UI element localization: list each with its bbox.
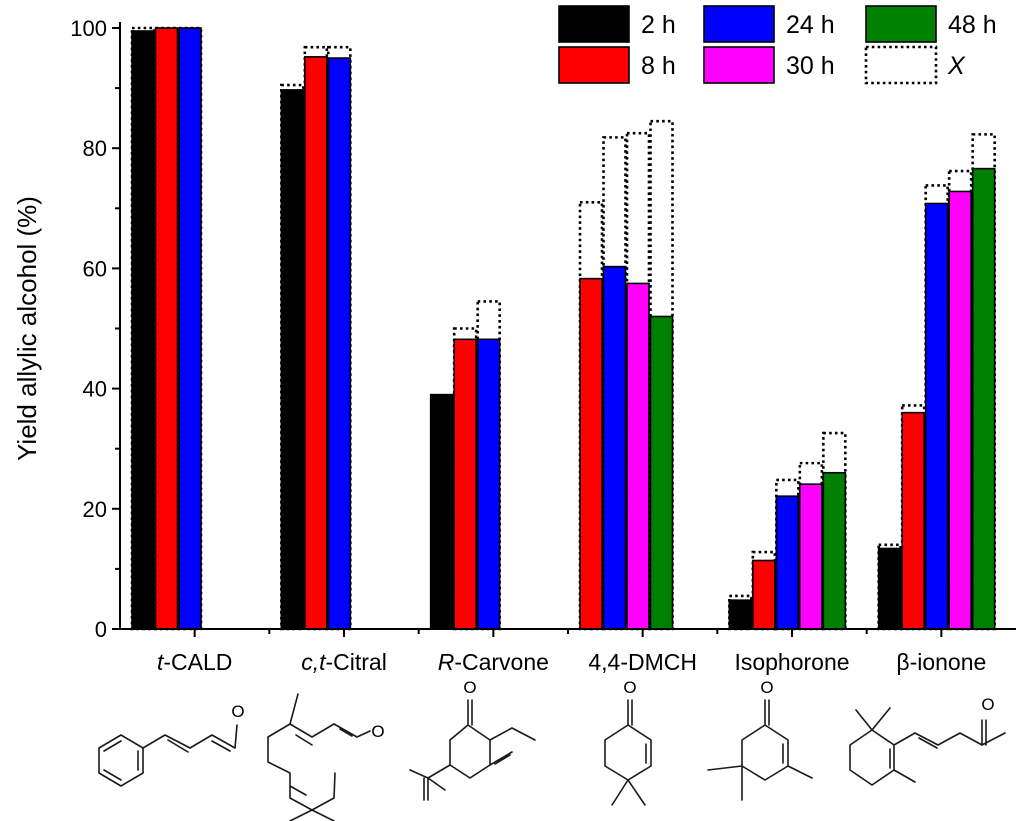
molecule-oxygen: O: [981, 695, 994, 714]
category-label-prefix: c,t: [301, 649, 327, 675]
legend: 2 h 24 h 48 h 8 h 30 h X: [558, 5, 997, 85]
bar-24h: [775, 495, 800, 630]
molecule-dmch: [604, 699, 652, 806]
y-tick-label: 20: [83, 497, 107, 522]
category-label: R-Carvone: [438, 649, 549, 675]
bar-8h: [304, 56, 328, 630]
molecule-oxygen: O: [623, 678, 636, 697]
molecule-isophorone: [707, 699, 813, 801]
molecule-citral: [267, 693, 371, 821]
bar-24h: [178, 27, 202, 630]
bar-8h: [752, 559, 776, 630]
category-label: t-CALD: [157, 649, 232, 675]
bar-48h: [649, 315, 674, 630]
y-tick-label: 0: [95, 617, 107, 642]
category-label-prefix: R: [438, 649, 455, 675]
molecule-carvone: [409, 699, 536, 801]
bar-8h: [453, 338, 477, 630]
legend-label: 8 h: [641, 52, 676, 80]
category-label-text: Isophorone: [734, 649, 849, 675]
bar-24h: [924, 202, 949, 630]
y-tick-label: 40: [83, 377, 107, 402]
y-axis-title: Yield allylic alcohol (%): [12, 196, 42, 461]
category-label-text: 4,4-DMCH: [588, 649, 697, 675]
bar-48h: [822, 471, 847, 630]
legend-swatch: [865, 5, 937, 43]
molecule-structures: O O O O O O: [98, 678, 1006, 821]
category-label-text: -Carvone: [454, 649, 549, 675]
legend-swatch: [558, 46, 630, 84]
category-label: β-ionone: [896, 649, 986, 675]
bars-layer: [130, 26, 996, 631]
bar-30h: [948, 190, 972, 630]
bar-8h: [154, 27, 179, 630]
bar-8h: [579, 277, 603, 630]
bar-48h: [971, 167, 996, 630]
bar-30h: [799, 483, 823, 630]
bar-24h: [602, 265, 627, 630]
category-label: 4,4-DMCH: [588, 649, 697, 675]
bar-2h: [280, 89, 305, 630]
category-label-prefix: t: [157, 649, 165, 675]
molecule-oxygen: O: [371, 722, 384, 741]
legend-label: 48 h: [948, 11, 997, 39]
bar-2h: [728, 599, 753, 630]
y-tick-label: 60: [83, 256, 107, 281]
molecule-beta-ionone: [849, 707, 1006, 786]
legend-swatch-conversion: [864, 45, 938, 85]
legend-label: 30 h: [786, 52, 835, 80]
bar-30h: [626, 282, 650, 630]
molecule-oxygen: O: [463, 678, 476, 697]
legend-label: X: [947, 52, 966, 80]
legend-swatch: [703, 5, 775, 43]
legend-swatch: [558, 5, 630, 43]
molecule-t-cald: [98, 724, 238, 787]
category-label-text: β-ionone: [896, 649, 986, 675]
legend-label: 24 h: [786, 11, 835, 39]
molecule-oxygen: O: [760, 678, 773, 697]
bar-24h: [476, 338, 501, 630]
bar-2h: [429, 393, 454, 630]
category-label: Isophorone: [734, 649, 849, 675]
bar-8h: [901, 411, 925, 630]
legend-label: 2 h: [641, 11, 676, 39]
category-label-text: -CALD: [163, 649, 232, 675]
y-tick-label: 80: [83, 136, 107, 161]
y-tick-label: 100: [70, 16, 107, 41]
molecule-oxygen: O: [231, 702, 244, 721]
category-label-text: -Citral: [325, 649, 386, 675]
legend-swatch: [703, 46, 775, 84]
bar-24h: [327, 57, 352, 630]
bar-2h: [131, 30, 155, 630]
bar-2h: [877, 547, 902, 630]
category-label: c,t-Citral: [301, 649, 387, 675]
